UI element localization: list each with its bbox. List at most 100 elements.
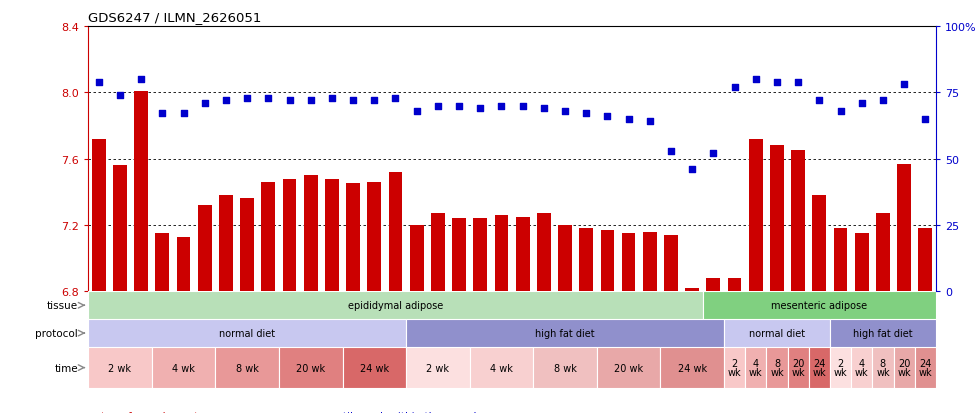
- Bar: [220, 196, 233, 292]
- Text: high fat diet: high fat diet: [535, 328, 595, 338]
- Point: [514, 103, 530, 109]
- Point: [239, 95, 255, 102]
- FancyBboxPatch shape: [88, 319, 406, 347]
- Text: 4
wk: 4 wk: [749, 358, 762, 377]
- Point: [917, 116, 933, 123]
- Point: [663, 148, 679, 154]
- Point: [600, 114, 615, 120]
- Bar: [176, 237, 190, 292]
- FancyBboxPatch shape: [724, 319, 830, 347]
- Text: 8 wk: 8 wk: [236, 363, 259, 373]
- Point: [112, 93, 127, 99]
- FancyBboxPatch shape: [343, 347, 406, 388]
- Point: [642, 119, 658, 126]
- Bar: [728, 278, 742, 292]
- Point: [281, 97, 297, 104]
- Bar: [304, 176, 318, 292]
- Point: [409, 108, 424, 115]
- Point: [197, 100, 213, 107]
- Point: [833, 108, 849, 115]
- FancyBboxPatch shape: [745, 347, 766, 388]
- Point: [811, 97, 827, 104]
- Text: 24 wk: 24 wk: [677, 363, 707, 373]
- FancyBboxPatch shape: [703, 292, 936, 319]
- Bar: [389, 173, 403, 292]
- Bar: [621, 234, 635, 292]
- Point: [790, 79, 806, 86]
- Text: normal diet: normal diet: [220, 328, 275, 338]
- Text: epididymal adipose: epididymal adipose: [348, 301, 443, 311]
- Bar: [707, 278, 720, 292]
- Text: 20
wk: 20 wk: [791, 358, 805, 377]
- Point: [219, 97, 234, 104]
- Bar: [134, 91, 148, 292]
- Point: [133, 76, 149, 83]
- Point: [451, 103, 466, 109]
- Text: protocol: protocol: [35, 328, 78, 338]
- Text: high fat diet: high fat diet: [854, 328, 912, 338]
- Bar: [495, 216, 509, 292]
- Point: [727, 84, 743, 91]
- Text: tissue: tissue: [47, 301, 78, 311]
- FancyBboxPatch shape: [406, 319, 724, 347]
- Text: ■ percentile rank within the sample: ■ percentile rank within the sample: [294, 411, 483, 413]
- FancyBboxPatch shape: [533, 347, 597, 388]
- Bar: [92, 139, 106, 292]
- Text: 8
wk: 8 wk: [770, 358, 784, 377]
- Bar: [325, 179, 339, 292]
- Point: [875, 97, 891, 104]
- Text: GDS6247 / ILMN_2626051: GDS6247 / ILMN_2626051: [88, 11, 262, 24]
- Bar: [559, 225, 572, 292]
- FancyBboxPatch shape: [88, 292, 703, 319]
- Point: [303, 97, 318, 104]
- Bar: [515, 217, 529, 292]
- Text: 2
wk: 2 wk: [834, 358, 848, 377]
- Bar: [113, 166, 126, 292]
- Bar: [834, 229, 848, 292]
- Text: 24 wk: 24 wk: [360, 363, 389, 373]
- FancyBboxPatch shape: [788, 347, 808, 388]
- Bar: [346, 184, 360, 292]
- Point: [155, 111, 171, 118]
- Bar: [749, 139, 762, 292]
- Point: [345, 97, 361, 104]
- Bar: [537, 214, 551, 292]
- Text: 20 wk: 20 wk: [614, 363, 643, 373]
- Text: 2 wk: 2 wk: [109, 363, 131, 373]
- Point: [91, 79, 107, 86]
- Bar: [664, 235, 678, 292]
- FancyBboxPatch shape: [88, 347, 152, 388]
- Text: 20
wk: 20 wk: [898, 358, 911, 377]
- FancyBboxPatch shape: [872, 347, 894, 388]
- Bar: [156, 234, 170, 292]
- FancyBboxPatch shape: [279, 347, 343, 388]
- Bar: [898, 164, 911, 292]
- Point: [388, 95, 404, 102]
- Text: 4 wk: 4 wk: [490, 363, 513, 373]
- Point: [367, 97, 382, 104]
- Bar: [410, 225, 423, 292]
- FancyBboxPatch shape: [851, 347, 872, 388]
- Text: ■ transformed count: ■ transformed count: [88, 411, 198, 413]
- Text: 4 wk: 4 wk: [172, 363, 195, 373]
- Text: 4
wk: 4 wk: [855, 358, 868, 377]
- Bar: [473, 219, 487, 292]
- Bar: [770, 146, 784, 292]
- Bar: [198, 206, 212, 292]
- FancyBboxPatch shape: [597, 347, 661, 388]
- Bar: [579, 229, 593, 292]
- Point: [769, 79, 785, 86]
- Point: [748, 76, 763, 83]
- Bar: [876, 214, 890, 292]
- Point: [472, 106, 488, 112]
- FancyBboxPatch shape: [661, 347, 724, 388]
- FancyBboxPatch shape: [914, 347, 936, 388]
- Bar: [452, 219, 466, 292]
- Bar: [643, 232, 657, 292]
- Point: [261, 95, 276, 102]
- Bar: [855, 234, 868, 292]
- Point: [494, 103, 510, 109]
- Bar: [262, 183, 275, 292]
- Bar: [918, 229, 932, 292]
- Point: [175, 111, 191, 118]
